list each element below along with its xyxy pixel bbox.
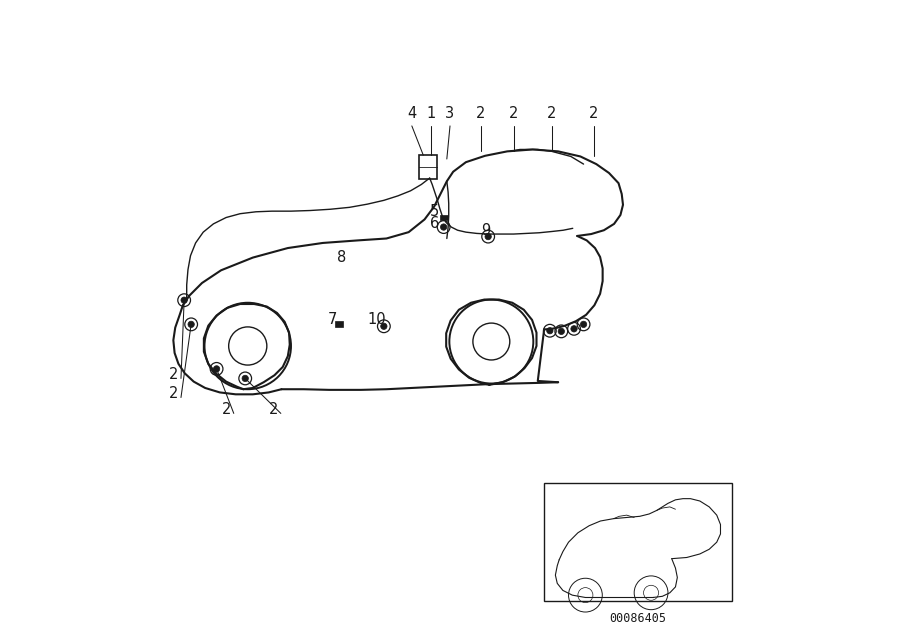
Bar <box>544 483 732 601</box>
Text: 2: 2 <box>508 106 518 121</box>
Text: 1: 1 <box>427 106 436 121</box>
Circle shape <box>188 321 194 328</box>
Text: 5: 5 <box>430 204 439 219</box>
Text: 8: 8 <box>338 250 346 265</box>
Circle shape <box>181 297 187 303</box>
Bar <box>419 155 437 179</box>
Text: 3: 3 <box>446 106 454 121</box>
Circle shape <box>381 323 387 329</box>
Circle shape <box>213 366 220 372</box>
Text: 9: 9 <box>481 223 491 238</box>
Text: 2: 2 <box>589 106 598 121</box>
Circle shape <box>546 328 553 334</box>
Text: 2: 2 <box>168 385 178 401</box>
Circle shape <box>571 326 577 332</box>
Bar <box>439 214 448 220</box>
Text: 4: 4 <box>407 106 417 121</box>
Text: 2: 2 <box>476 106 485 121</box>
Circle shape <box>440 224 446 230</box>
Circle shape <box>580 321 587 328</box>
Text: 7: 7 <box>328 312 337 327</box>
Text: 2: 2 <box>221 401 230 417</box>
Text: 10: 10 <box>367 312 386 327</box>
Text: 2: 2 <box>547 106 556 121</box>
Bar <box>335 321 344 327</box>
Text: 2: 2 <box>168 366 178 382</box>
Circle shape <box>558 328 564 335</box>
Circle shape <box>242 375 248 382</box>
Circle shape <box>485 233 491 240</box>
Text: 00086405: 00086405 <box>609 612 666 625</box>
Text: 2: 2 <box>268 401 278 417</box>
Text: 6: 6 <box>430 216 439 232</box>
